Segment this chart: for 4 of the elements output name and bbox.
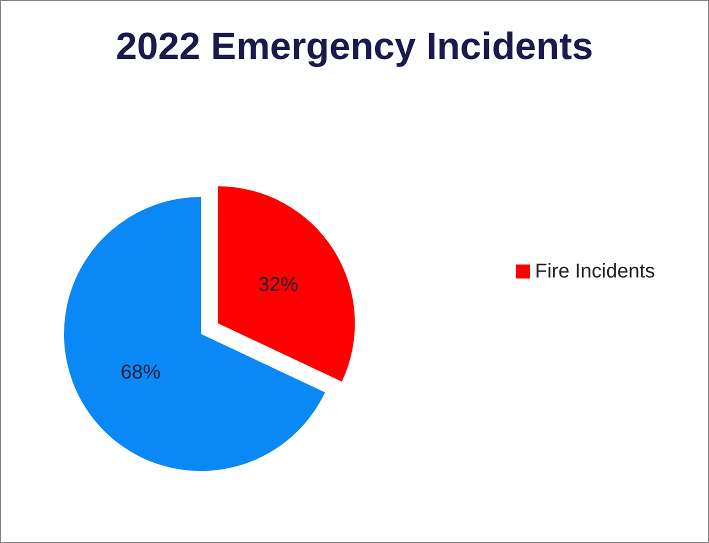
data-label: 32% (258, 274, 298, 296)
data-label: 68% (120, 361, 161, 384)
legend-label: Fire Incidents (535, 260, 656, 282)
chart-title: 2022 Emergency Incidents (116, 26, 594, 68)
